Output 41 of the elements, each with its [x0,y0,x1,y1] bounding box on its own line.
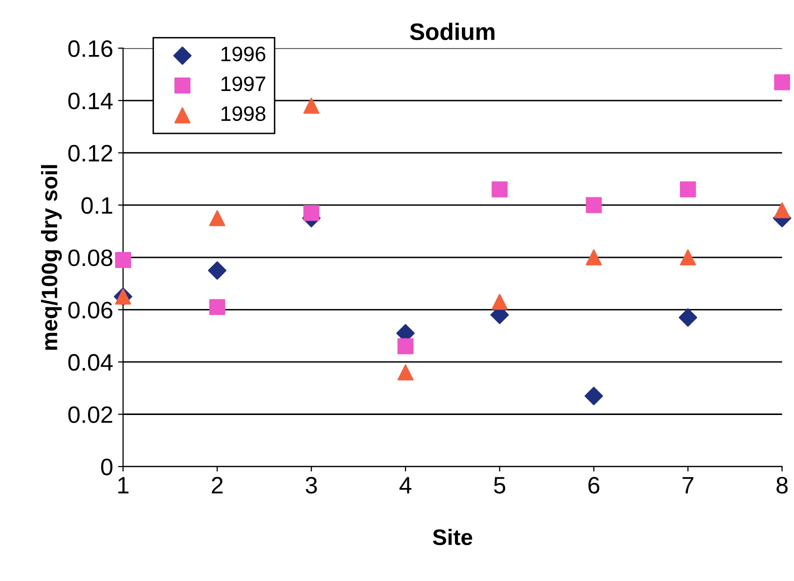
y-tick-label: 0.12 [68,144,112,162]
x-tick-label: 7 [682,477,694,494]
y-tick-label: 0.1 [81,197,112,214]
x-tick-label: 2 [212,476,223,494]
legend-label: 1998 [222,106,266,122]
point [398,364,414,380]
point [680,249,696,266]
x-tick-label: 4 [399,477,412,494]
point [586,249,602,266]
point [209,210,226,226]
point [678,308,698,327]
legend-label: 1997 [222,76,266,92]
point [774,74,790,90]
y-tick-label: 0.16 [68,40,112,58]
point [492,181,508,198]
point [492,294,508,310]
point [680,181,696,198]
x-tick-label: 5 [494,477,506,494]
chart-title: Sodium [410,22,494,40]
y-tick-label: 0.06 [68,302,112,318]
point [303,204,320,221]
y-tick-label: 0.14 [68,92,113,110]
y-tick-label: 0.08 [68,249,112,266]
x-tick-label: 6 [588,476,600,494]
x-tick-label: 3 [306,476,317,494]
x-tick-label: 1 [118,477,128,494]
point [209,299,226,316]
y-tick-label: 0 [101,458,112,476]
point [115,252,132,268]
point [586,197,602,214]
point [774,202,790,218]
x-axis-title: Site [432,528,472,546]
x-tick-label: 8 [776,476,788,494]
y-tick-label: 0.02 [68,406,112,424]
point [303,98,320,114]
point [584,386,603,406]
y-axis-title: meq/100g dry soil [41,165,62,350]
y-tick-label: 0.04 [68,354,113,371]
point [398,338,414,354]
legend-label: 1996 [222,46,266,62]
point [208,261,226,280]
